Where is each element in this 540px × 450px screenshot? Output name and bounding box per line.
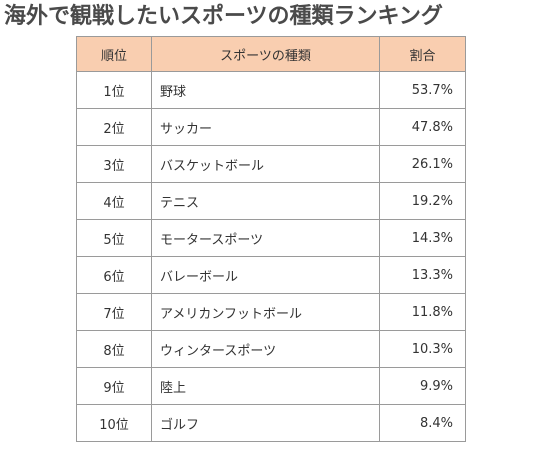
table-header-row: 順位 スポーツの種類 割合 (76, 36, 466, 72)
percentage-cell: 8.4% (379, 404, 466, 442)
rank-cell: 9位 (76, 367, 152, 405)
table-row: 4位 テニス 19.2% (76, 182, 466, 220)
percentage-cell: 53.7% (379, 71, 466, 109)
sport-name-cell: バレーボール (151, 256, 380, 294)
sport-name-cell: ウィンタースポーツ (151, 330, 380, 368)
sport-name-cell: 陸上 (151, 367, 380, 405)
sport-name-cell: サッカー (151, 108, 380, 146)
header-rank: 順位 (76, 36, 152, 72)
table-row: 6位 バレーボール 13.3% (76, 256, 466, 294)
rank-cell: 6位 (76, 256, 152, 294)
percentage-cell: 14.3% (379, 219, 466, 257)
page-title: 海外で観戦したいスポーツの種類ランキング (4, 4, 443, 29)
sport-name-cell: 野球 (151, 71, 380, 109)
percentage-cell: 19.2% (379, 182, 466, 220)
percentage-cell: 10.3% (379, 330, 466, 368)
sport-name-cell: ゴルフ (151, 404, 380, 442)
percentage-cell: 9.9% (379, 367, 466, 405)
table-row: 9位 陸上 9.9% (76, 367, 466, 405)
rank-cell: 3位 (76, 145, 152, 183)
sport-name-cell: アメリカンフットボール (151, 293, 380, 331)
table-row: 3位 バスケットボール 26.1% (76, 145, 466, 183)
table-row: 8位 ウィンタースポーツ 10.3% (76, 330, 466, 368)
rank-cell: 2位 (76, 108, 152, 146)
table-body: 1位 野球 53.7% 2位 サッカー 47.8% 3位 バスケットボール 26.1% 4位 テニス… (76, 71, 466, 442)
header-percentage: 割合 (379, 36, 466, 72)
rank-cell: 8位 (76, 330, 152, 368)
rank-cell: 5位 (76, 219, 152, 257)
rank-cell: 4位 (76, 182, 152, 220)
table-row: 7位 アメリカンフットボール 11.8% (76, 293, 466, 331)
ranking-table: 順位 スポーツの種類 割合 1位 野球 53.7% 2位 サッカー 47.8% 3位 バスケッ… (76, 36, 466, 442)
table-row: 10位 ゴルフ 8.4% (76, 404, 466, 442)
sport-name-cell: モータースポーツ (151, 219, 380, 257)
header-sport: スポーツの種類 (151, 36, 380, 72)
sport-name-cell: テニス (151, 182, 380, 220)
sport-name-cell: バスケットボール (151, 145, 380, 183)
percentage-cell: 47.8% (379, 108, 466, 146)
rank-cell: 1位 (76, 71, 152, 109)
percentage-cell: 26.1% (379, 145, 466, 183)
rank-cell: 10位 (76, 404, 152, 442)
rank-cell: 7位 (76, 293, 152, 331)
percentage-cell: 11.8% (379, 293, 466, 331)
percentage-cell: 13.3% (379, 256, 466, 294)
table-row: 5位 モータースポーツ 14.3% (76, 219, 466, 257)
table-row: 1位 野球 53.7% (76, 71, 466, 109)
table-row: 2位 サッカー 47.8% (76, 108, 466, 146)
